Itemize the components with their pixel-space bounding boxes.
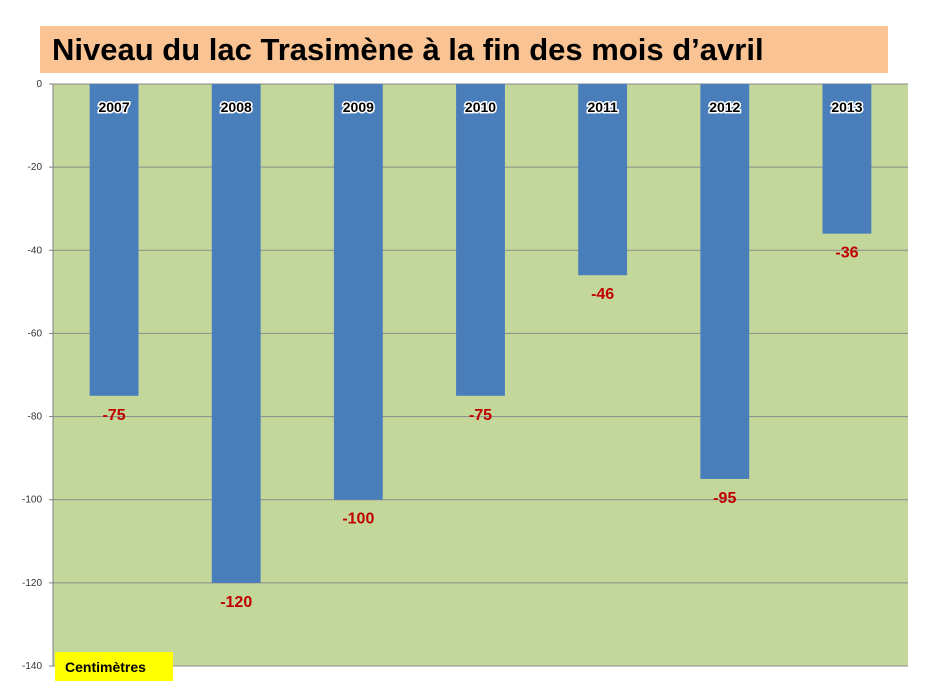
- value-label-2008: -120: [220, 594, 252, 611]
- category-label-2009: 2009: [343, 99, 374, 115]
- value-label-2010: -75: [469, 407, 492, 424]
- y-tick-label: -80: [28, 412, 43, 423]
- category-label-2008: 2008: [221, 99, 252, 115]
- unit-label: Centimètres: [65, 658, 146, 675]
- y-tick-label: -100: [22, 495, 42, 506]
- bar-2008: [211, 84, 261, 583]
- y-tick-label: -20: [28, 162, 43, 173]
- value-label-2011: -46: [591, 286, 614, 303]
- y-tick-label: -120: [22, 578, 42, 589]
- category-label-2011: 2011: [587, 99, 618, 115]
- category-label-2013: 2013: [831, 99, 862, 115]
- y-tick-label: -40: [28, 245, 43, 256]
- unit-label-box: Centimètres: [55, 652, 173, 681]
- bar-2012: [700, 84, 750, 479]
- y-axis: 0 -20 -40 -60 -80 -100 -120 -140: [22, 79, 53, 672]
- bars: [89, 84, 872, 583]
- bar-2009: [333, 84, 383, 500]
- value-label-2012: -95: [713, 490, 736, 507]
- value-label-2007: -75: [103, 407, 126, 424]
- value-label-2013: -36: [835, 245, 858, 262]
- chart-title: Niveau du lac Trasimène à la fin des moi…: [52, 31, 764, 67]
- bar-2013: [822, 84, 872, 234]
- y-tick-label: -140: [22, 661, 42, 672]
- bar-2011: [578, 84, 628, 276]
- bar-2007: [89, 84, 139, 396]
- category-label-2007: 2007: [98, 99, 129, 115]
- value-label-2009: -100: [342, 511, 374, 528]
- chart-title-banner: Niveau du lac Trasimène à la fin des moi…: [40, 26, 888, 73]
- category-label-2010: 2010: [465, 99, 496, 115]
- y-tick-label: 0: [36, 79, 42, 90]
- category-labels: 2007 2008 2009 2010 2011 2012 2013: [97, 98, 864, 117]
- y-tick-label: -60: [28, 328, 43, 339]
- bar-2010: [456, 84, 505, 396]
- value-labels: -75 -120 -100 -75 -46 -95 -36: [103, 245, 859, 611]
- category-label-2012: 2012: [709, 99, 740, 115]
